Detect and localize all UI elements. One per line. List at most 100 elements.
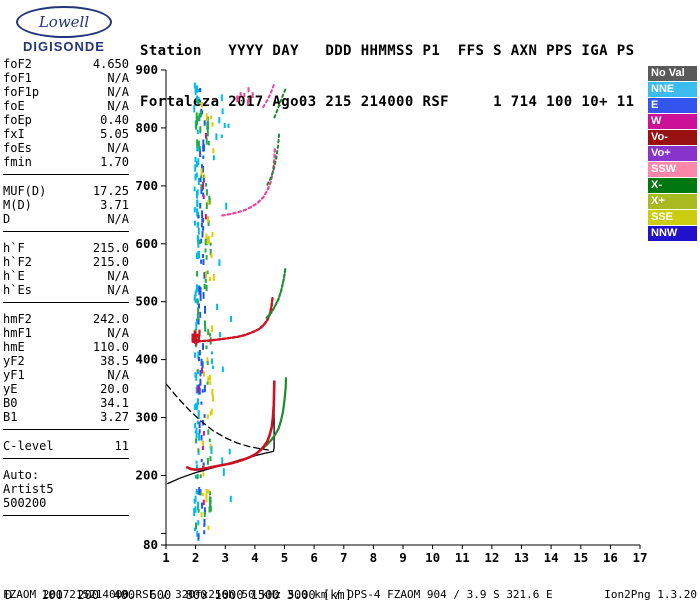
param-label: M(D) xyxy=(3,198,32,212)
y-tick-label: 600 xyxy=(135,236,158,251)
legend-item-x: X- xyxy=(648,178,697,193)
cluster-rfi-column-green xyxy=(203,116,212,517)
param-separator xyxy=(3,174,129,175)
x-tick-label: 6 xyxy=(310,550,318,565)
param-label: yF1 xyxy=(3,368,25,382)
param-label: h`F xyxy=(3,241,25,255)
param-row-muf-d: MUF(D) 17.25 xyxy=(3,184,129,198)
y-axis: 900 800 700 600 500 400 300 200 80 xyxy=(135,62,167,552)
x-tick-label: 3 xyxy=(222,550,230,565)
x-tick-label: 1 xyxy=(162,550,170,565)
x-axis: 1 2 3 4 5 6 7 8 9 10 11 12 13 14 15 16 17 xyxy=(162,544,648,565)
param-value: 242.0 xyxy=(92,312,129,326)
param-value: N/A xyxy=(107,326,129,340)
distance-row: D 100 200 400 600 800 1000 1500 3000 [km… xyxy=(5,588,352,600)
param-value: N/A xyxy=(107,141,129,155)
legend-item-no-val: No Val xyxy=(648,66,697,81)
legend-item-vo: Vo- xyxy=(648,130,697,145)
station-header: Station YYYY DAY DDD HHMMSS P1 FFS S AXN… xyxy=(140,9,634,145)
param-row-yf1: yF1 N/A xyxy=(3,368,129,382)
x-tick-label: 16 xyxy=(603,550,618,565)
trace-second-hop-O xyxy=(191,295,274,343)
trace-fourth-hop-W xyxy=(262,84,275,109)
param-value: N/A xyxy=(107,85,129,99)
y-tick-label: 400 xyxy=(135,352,158,367)
station-header-line2: Fortaleza 2017 Ago03 215 214000 RSF 1 71… xyxy=(140,94,635,110)
y-tick-label: 80 xyxy=(143,537,158,552)
param-row-fof1p: foF1p N/A xyxy=(3,85,129,99)
x-tick-label: 15 xyxy=(573,550,588,565)
legend-item-ssw: SSW xyxy=(648,162,697,177)
auto-info-line-500200: 500200 xyxy=(3,496,129,510)
echo-status-legend: No Val NNE E W Vo- Vo+ SSW X- X+ SSE NNW xyxy=(648,66,697,242)
param-separator xyxy=(3,458,129,459)
status-program-version: Ion2Png 1.3.20 xyxy=(604,588,697,600)
param-row-hmf1: hmF1 N/A xyxy=(3,326,129,340)
x-tick-label: 11 xyxy=(455,550,470,565)
param-value: 215.0 xyxy=(92,255,129,269)
param-label: yE xyxy=(3,382,18,396)
param-label: C-level xyxy=(3,439,54,453)
param-value: N/A xyxy=(107,71,129,85)
status-line: FZAOM_2017215214000.RSF / 320fx256h 50 k… xyxy=(3,588,697,600)
param-value: 1.70 xyxy=(100,155,129,169)
lowell-logo-text: Lowell xyxy=(38,13,90,31)
param-row-b1: B1 3.27 xyxy=(3,410,129,424)
y-tick-label: 900 xyxy=(135,62,158,77)
param-separator xyxy=(3,302,129,303)
trace-third-hop-W xyxy=(221,145,277,217)
param-value: 4.650 xyxy=(92,57,129,71)
param-label: D xyxy=(3,212,11,226)
y-tick-label: 700 xyxy=(135,178,158,193)
param-row-foes: foEs N/A xyxy=(3,141,129,155)
param-label: foF1p xyxy=(3,85,40,99)
param-value: 38.5 xyxy=(100,354,129,368)
param-value: N/A xyxy=(107,283,129,297)
param-row-hme: hmE 110.0 xyxy=(3,340,129,354)
auto-info-line-artist5: Artist5 xyxy=(3,482,129,496)
param-row-hmf2: hmF2 242.0 xyxy=(3,312,129,326)
param-separator xyxy=(3,231,129,232)
y-tick-label: 800 xyxy=(135,120,158,135)
param-value: 5.05 xyxy=(100,127,129,141)
param-label: MUF(D) xyxy=(3,184,47,198)
x-tick-label: 13 xyxy=(514,550,529,565)
muf-distance-table: D 100 200 400 600 800 1000 1500 3000 [km… xyxy=(5,563,359,600)
auto-info-text: 500200 xyxy=(3,496,47,510)
y-tick-label: 300 xyxy=(135,410,158,425)
legend-item-nne: NNE xyxy=(648,82,697,97)
param-row-h-e: h`E N/A xyxy=(3,269,129,283)
legend-item-e: E xyxy=(648,98,697,113)
x-tick-label: 12 xyxy=(484,550,499,565)
param-row-b0: B0 34.1 xyxy=(3,396,129,410)
param-label: B1 xyxy=(3,410,18,424)
legend-item-x: X+ xyxy=(648,194,697,209)
param-row-fxi: fxI 5.05 xyxy=(3,127,129,141)
lowell-logo-oval: Lowell xyxy=(16,6,112,38)
x-tick-label: 4 xyxy=(251,550,259,565)
y-tick-label: 500 xyxy=(135,294,158,309)
param-row-foe: foE N/A xyxy=(3,99,129,113)
x-tick-label: 14 xyxy=(544,550,559,565)
param-value: N/A xyxy=(107,368,129,382)
param-label: B0 xyxy=(3,396,18,410)
param-value: 110.0 xyxy=(92,340,129,354)
param-value: 3.27 xyxy=(100,410,129,424)
param-label: fmin xyxy=(3,155,32,169)
param-label: hmE xyxy=(3,340,25,354)
param-separator xyxy=(3,429,129,430)
station-header-line1: Station YYYY DAY DDD HHMMSS P1 FFS S AXN… xyxy=(140,43,635,59)
param-label: foEp xyxy=(3,113,32,127)
param-value: 215.0 xyxy=(92,241,129,255)
x-tick-label: 10 xyxy=(425,550,440,565)
cluster-second-hop-cluster-red xyxy=(191,329,201,346)
param-value: N/A xyxy=(107,99,129,113)
param-value: 0.40 xyxy=(100,113,129,127)
x-tick-label: 2 xyxy=(192,550,200,565)
auto-info-text: Artist5 xyxy=(3,482,54,496)
auto-info-text: Auto: xyxy=(3,468,40,482)
param-label: h`F2 xyxy=(3,255,32,269)
x-tick-label: 17 xyxy=(632,550,647,565)
